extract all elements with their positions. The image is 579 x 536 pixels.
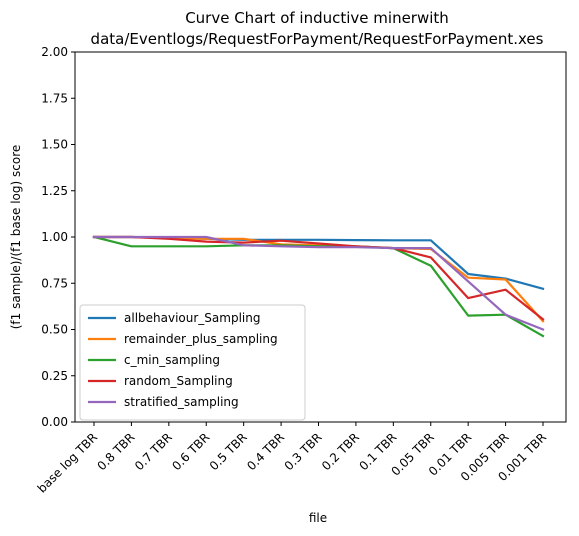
legend-entry-label: remainder_plus_sampling	[124, 332, 278, 346]
x-axis-label: file	[309, 511, 327, 525]
y-axis-label: (f1 sample)/(f1 base log) score	[9, 145, 23, 330]
series-line-stratified_sampling	[92, 235, 545, 331]
legend-entry-label: random_Sampling	[124, 374, 233, 388]
plot-frame	[74, 51, 567, 423]
y-tick-label: 2.00	[41, 45, 68, 59]
y-tick-label: 1.00	[41, 230, 68, 244]
y-tick-label: 0.00	[41, 415, 68, 429]
chart-title-line-1: Curve Chart of inductive minerwith	[185, 9, 449, 27]
y-tick-label: 1.50	[41, 138, 68, 152]
legend: allbehaviour_Sampling remainder_plus_samp…	[79, 304, 306, 421]
chart-title-line-2: data/Eventlogs/RequestForPayment/Request…	[91, 30, 544, 48]
y-tick-label: 1.25	[41, 184, 68, 198]
y-tick-label: 0.50	[41, 323, 68, 337]
series-line-random_Sampling	[92, 235, 545, 321]
legend-box	[79, 304, 306, 421]
y-tick-label: 0.25	[41, 369, 68, 383]
y-tick-label: 0.75	[41, 276, 68, 290]
y-tick-label: 1.75	[41, 91, 68, 105]
legend-entry-label: c_min_sampling	[124, 353, 220, 367]
legend-entry-label: allbehaviour_Sampling	[124, 311, 260, 325]
legend-entry-label: stratified_sampling	[124, 395, 239, 409]
